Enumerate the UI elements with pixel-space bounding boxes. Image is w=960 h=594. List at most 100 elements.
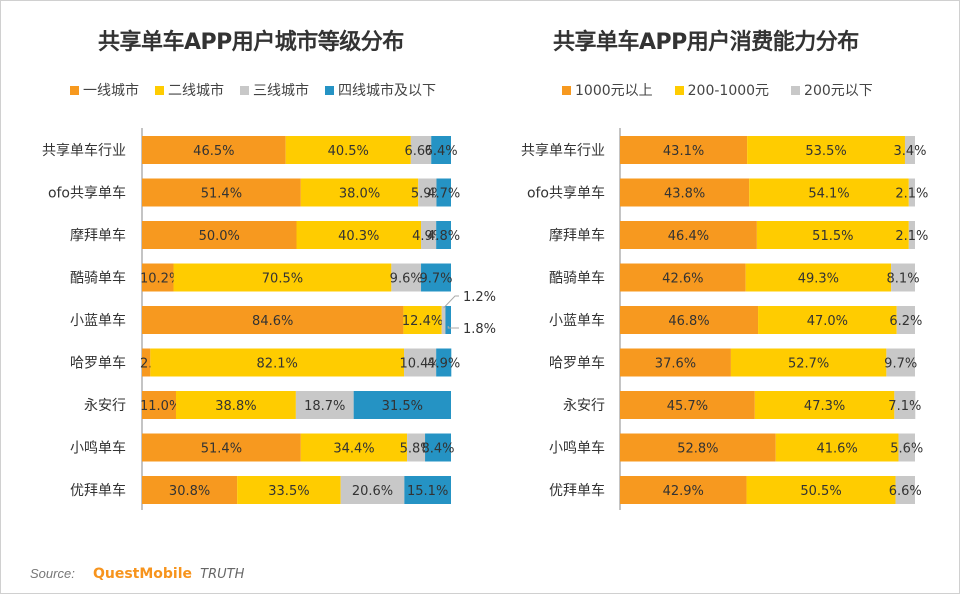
data-label: 20.6%	[352, 484, 393, 499]
bar-segment	[237, 476, 341, 504]
bar-segment	[908, 178, 915, 207]
category-label: 优拜单车	[70, 482, 126, 499]
bar-segment	[620, 178, 750, 207]
bar-segment	[300, 178, 419, 207]
bar-segment	[418, 178, 437, 207]
bar-segment	[285, 136, 411, 164]
data-label: 18.7%	[304, 399, 345, 414]
data-label: 10.4%	[399, 357, 440, 372]
data-label: 9.7%	[419, 272, 452, 287]
leader-line	[443, 295, 459, 309]
bar-segment	[436, 221, 451, 249]
data-label: 37.6%	[655, 357, 696, 372]
category-label: 优拜单车	[549, 482, 605, 499]
bar-segment	[908, 221, 915, 249]
bar-segment	[886, 348, 915, 377]
category-label: 摩拜单车	[70, 227, 126, 244]
legend-swatch-gray	[240, 85, 249, 95]
bar-segment	[895, 476, 915, 504]
bar-segment	[431, 136, 451, 164]
bar-segment	[142, 391, 176, 419]
bar-segment	[775, 433, 899, 462]
data-label: 5.8%	[400, 442, 433, 457]
legend-label: 四线城市及以下	[338, 83, 436, 99]
legend-city-tier: 一线城市 二线城市 三线城市 四线城市及以下	[70, 80, 436, 100]
category-label: 共享单车行业	[521, 142, 605, 159]
data-label: 42.9%	[663, 484, 704, 499]
data-label: 51.4%	[201, 442, 242, 457]
data-label: 41.6%	[816, 442, 857, 457]
bar-segment	[749, 178, 909, 207]
legend-swatch-orange	[70, 85, 79, 95]
category-label: ofo共享单车	[527, 185, 605, 202]
bar-segment	[620, 263, 746, 292]
legend-label: 一线城市	[83, 83, 139, 99]
data-label: 49.3%	[798, 272, 839, 287]
bar-segment	[340, 476, 405, 504]
data-label: 8.4%	[422, 442, 455, 457]
source-brand: QuestMobile	[92, 566, 193, 582]
legend-item: 200元以下	[791, 80, 873, 100]
data-label: 50.5%	[800, 484, 841, 499]
bar-segment	[747, 136, 905, 164]
bar-segment	[436, 348, 452, 377]
legend-label: 200-1000元	[687, 83, 770, 99]
data-label: 34.4%	[333, 442, 374, 457]
bar-segment	[407, 433, 426, 462]
bar-segment	[173, 263, 392, 292]
bar-segment	[746, 476, 896, 504]
category-label: 永安行	[563, 398, 605, 414]
legend-swatch-orange	[562, 85, 571, 95]
data-label: 31.5%	[382, 399, 423, 414]
data-label: 9.6%	[390, 272, 423, 287]
bar-segment	[756, 221, 909, 249]
data-label: 12.4%	[402, 314, 443, 329]
legend-swatch-yellow	[674, 85, 684, 95]
bar-segment	[730, 348, 887, 377]
category-label: 哈罗单车	[549, 355, 605, 372]
data-label: 43.8%	[664, 187, 705, 202]
data-label: 47.3%	[804, 399, 845, 414]
data-label: 52.7%	[788, 357, 829, 372]
data-label: 38.0%	[339, 187, 380, 202]
data-label: 6.4%	[425, 144, 458, 159]
bar-segment	[175, 391, 296, 419]
category-label: 小鸣单车	[70, 440, 126, 457]
bar-segment	[754, 391, 895, 419]
bar-segment	[142, 221, 297, 249]
bar-segment	[758, 306, 897, 334]
data-label: 5.6%	[890, 442, 923, 457]
bar-segment	[445, 306, 451, 334]
bar-segment	[620, 476, 747, 504]
data-label: 84.6%	[252, 314, 293, 329]
data-label: 54.1%	[808, 187, 849, 202]
data-label: 2.1%	[895, 187, 928, 202]
leader-line	[447, 326, 459, 329]
bar-segment	[620, 306, 759, 334]
bar-segment	[403, 306, 442, 334]
data-label: 47.0%	[807, 314, 848, 329]
bar-segment	[142, 178, 301, 207]
category-label: 哈罗单车	[70, 355, 126, 372]
legend-label: 二线城市	[168, 83, 224, 99]
data-label: 2.1%	[895, 229, 928, 244]
bar-segment	[391, 263, 422, 292]
source-label: Source:	[30, 566, 75, 581]
category-label: 酷骑单车	[549, 270, 605, 287]
source-note: Source: QuestMobile TRUTH	[30, 566, 244, 582]
data-label: 50.0%	[199, 229, 240, 244]
bar-segment	[150, 348, 405, 377]
legend-item: 二线城市	[155, 80, 224, 100]
source-suffix: TRUTH	[200, 567, 245, 582]
bar-segment	[142, 136, 286, 164]
category-label: 酷骑单车	[70, 270, 126, 287]
data-label: 53.5%	[805, 144, 846, 159]
bar-segment	[904, 136, 915, 164]
bar-segment	[142, 433, 301, 462]
bar-segment	[745, 263, 892, 292]
bar-segment	[441, 306, 446, 334]
data-label: 38.8%	[215, 399, 256, 414]
data-label: 70.5%	[262, 272, 303, 287]
bar-segment	[896, 306, 915, 334]
legend-swatch-yellow	[155, 85, 164, 95]
